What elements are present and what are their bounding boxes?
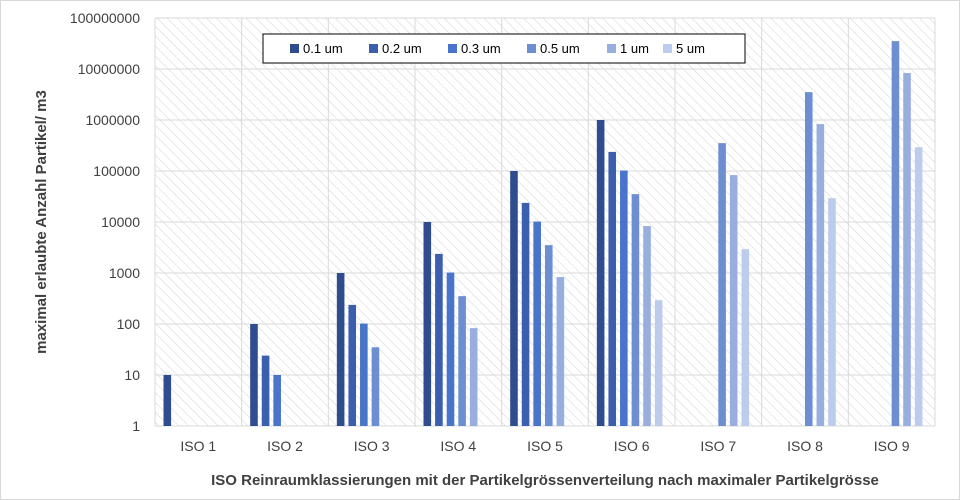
bar [533, 221, 541, 426]
bar [261, 355, 270, 426]
legend-label: 0.3 um [461, 41, 501, 56]
x-axis-title: ISO Reinraumklassierungen mit der Partik… [211, 472, 879, 489]
legend-label: 0.1 um [303, 41, 343, 56]
bar [360, 323, 368, 426]
bar [273, 375, 281, 426]
legend-label: 0.2 um [382, 41, 422, 56]
y-tick-label: 10000 [101, 214, 140, 230]
bar [816, 124, 825, 427]
bar [891, 41, 900, 427]
x-tick-label: ISO 4 [440, 438, 476, 454]
y-tick-label: 10 [124, 367, 140, 383]
bar [729, 175, 738, 426]
bar [631, 194, 640, 426]
bar [608, 151, 617, 427]
bar [643, 226, 651, 426]
legend-swatch [607, 44, 616, 53]
bar [741, 249, 750, 426]
legend-swatch [527, 44, 536, 53]
bar [914, 147, 923, 426]
x-axis-ticks: ISO 1 ISO 2 ISO 3 ISO 4 ISO 5 ISO 6 ISO 7 ISO 8… [180, 438, 909, 454]
legend: 0.1 um 0.2 um 0.3 um 0.5 um 1 um 5 um [262, 33, 746, 64]
bar [654, 300, 663, 426]
bar-layer [163, 41, 923, 427]
bar [828, 198, 836, 426]
x-tick-label: ISO 1 [180, 438, 216, 454]
y-axis-ticks: 1 10 100 1000 10000 100000 1000000 10000000 1000… [70, 10, 140, 434]
x-tick-label: ISO 7 [700, 438, 736, 454]
legend-label: 1 um [620, 41, 649, 56]
y-tick-label: 10000000 [78, 61, 141, 77]
bar [435, 253, 443, 426]
bar [903, 73, 911, 427]
y-tick-label: 1 [132, 418, 140, 434]
bar [458, 296, 466, 426]
bar [556, 277, 565, 426]
y-tick-label: 100000 [93, 163, 140, 179]
bar [718, 143, 726, 426]
bar [348, 304, 357, 426]
bar [510, 171, 518, 426]
bar [250, 324, 258, 426]
y-tick-label: 100000000 [70, 10, 140, 26]
bar [446, 272, 455, 426]
legend-swatch [448, 44, 457, 53]
legend-label: 0.5 um [540, 41, 580, 56]
bar [544, 245, 553, 426]
bar [620, 170, 628, 426]
bar [163, 375, 172, 426]
legend-swatch [290, 44, 299, 53]
bar [804, 92, 813, 426]
x-tick-label: ISO 9 [874, 438, 910, 454]
legend-swatch [369, 44, 378, 53]
bar [371, 347, 380, 426]
bar [336, 273, 345, 426]
x-tick-label: ISO 3 [354, 438, 390, 454]
bar [469, 328, 478, 426]
y-tick-label: 1000000 [85, 112, 140, 128]
bar [423, 222, 432, 426]
bar [596, 120, 605, 426]
y-tick-label: 1000 [109, 265, 140, 281]
y-tick-label: 100 [117, 316, 141, 332]
legend-items: 0.1 um 0.2 um 0.3 um 0.5 um 1 um 5 um [290, 41, 705, 56]
x-tick-label: ISO 8 [787, 438, 823, 454]
y-axis-title: maximal erlaubte Anzahl Partikel/ m3 [33, 90, 50, 354]
x-tick-label: ISO 6 [614, 438, 650, 454]
x-tick-label: ISO 5 [527, 438, 563, 454]
bar [521, 202, 530, 426]
legend-swatch [663, 44, 672, 53]
legend-label: 5 um [676, 41, 705, 56]
x-tick-label: ISO 2 [267, 438, 303, 454]
